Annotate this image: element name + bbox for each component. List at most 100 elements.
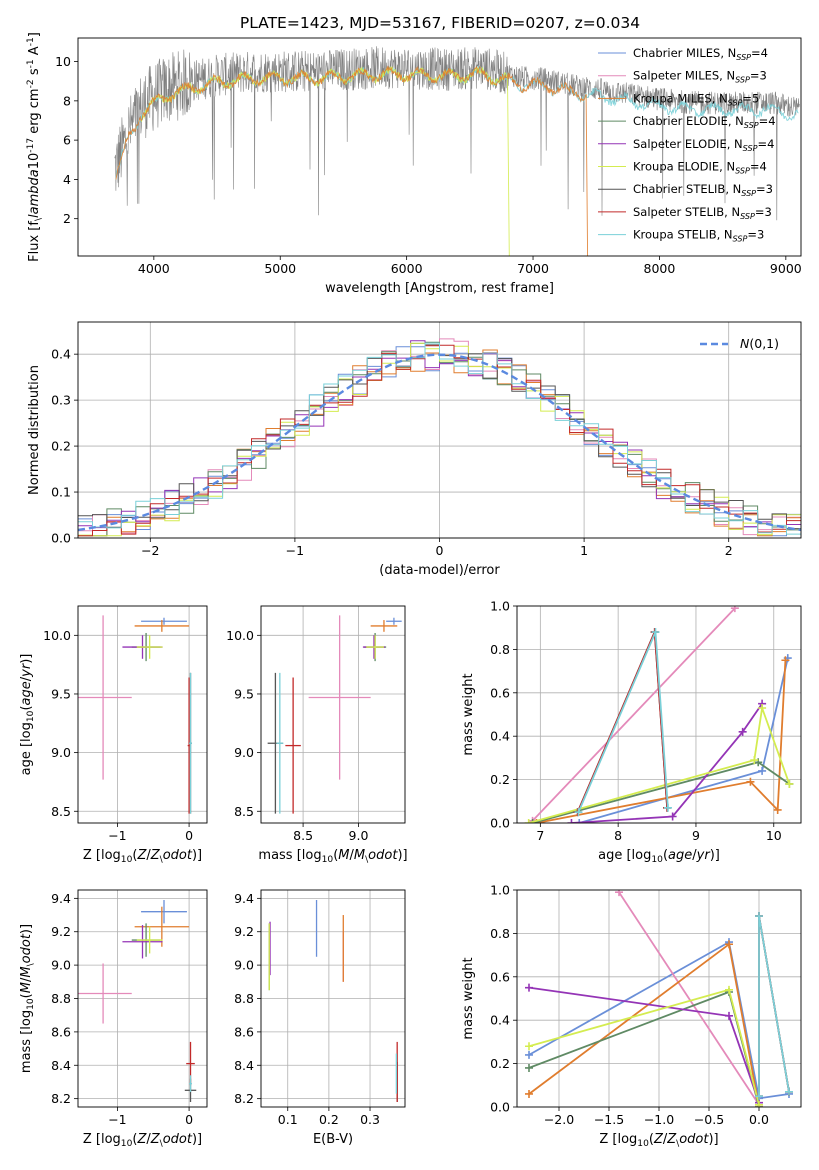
x-tick-label: −2.0 — [544, 1112, 574, 1127]
weight-line-salpeter-miles — [615, 890, 763, 1107]
y-tick-label: 8.4 — [51, 1058, 71, 1073]
residuals-plot-area — [78, 338, 801, 537]
y-tick-label: 10 — [55, 54, 71, 69]
errorbar-kroupa-stelib — [276, 672, 284, 814]
x-tick-label: 10 — [766, 828, 782, 843]
x-tick-label: 5000 — [264, 261, 296, 276]
data-point — [525, 1063, 533, 1072]
weight-line-kroupa-stelib — [574, 628, 672, 817]
axes-frame — [77, 321, 802, 539]
y-tick-label: 8 — [63, 93, 71, 108]
data-point — [738, 727, 747, 736]
data-point — [725, 985, 733, 994]
data-point — [525, 983, 533, 992]
legend-label: Kroupa STELIB, NSSP=3 — [633, 228, 764, 244]
data-point — [773, 805, 782, 814]
plot-area — [78, 900, 197, 1102]
data-point — [668, 812, 677, 821]
weight-line-chabrier-miles — [575, 654, 792, 823]
y-tick-label: 0.6 — [490, 969, 510, 984]
weight-line-kroupa-elodie — [524, 703, 794, 823]
x-tick-label: −1 — [108, 828, 126, 843]
y-tick-label: 10.0 — [43, 628, 71, 643]
series-line — [528, 942, 760, 1107]
weight-line-kroupa-miles — [532, 656, 790, 823]
y-axis-label: mass weight — [461, 957, 476, 1039]
data-point — [525, 1050, 533, 1059]
y-tick-label: 0.8 — [490, 926, 510, 941]
series-line — [531, 607, 736, 822]
errorbar-salpeter-miles — [308, 615, 371, 780]
data-point — [725, 1011, 733, 1020]
y-tick-label: 2 — [63, 211, 71, 226]
spectrum-legend: Chabrier MILES, NSSP=4 Salpeter MILES, NS… — [598, 46, 776, 244]
series-line — [536, 660, 787, 823]
age-vs-mass-panel: 8.5 9.0 8.5 9.0 9.5 10.0 mass [log10(M/M\odot)… — [226, 605, 408, 865]
plot-area — [268, 900, 398, 1102]
errorbar-salpeter-miles — [78, 615, 132, 780]
errorbar-kroupa-elodie — [136, 926, 163, 954]
series-line — [571, 703, 763, 823]
y-tick-label: 8.5 — [234, 804, 254, 819]
data-point — [746, 777, 755, 786]
x-tick-label: 9000 — [770, 261, 802, 276]
y-tick-label: 8.5 — [51, 804, 71, 819]
weight-line-chabrier-elodie — [525, 987, 763, 1107]
data-point — [755, 1092, 763, 1101]
x-tick-label: −1.0 — [644, 1112, 674, 1127]
y-tick-label: 8.6 — [234, 1024, 254, 1039]
errorbar-kroupa-miles — [134, 620, 190, 632]
data-point — [725, 940, 733, 949]
y-tick-label: 9.0 — [234, 745, 254, 760]
weight-line-kroupa-miles — [525, 940, 763, 1107]
y-axis-label: mass [log10(M/M\odot)] — [19, 924, 36, 1073]
legend-label: Kroupa MILES, NSSP=5 — [633, 91, 759, 107]
y-tick-label: 0.4 — [490, 1013, 510, 1028]
y-tick-label: 1.0 — [490, 883, 510, 898]
plot-area — [78, 615, 192, 814]
data-point — [730, 606, 739, 613]
y-tick-label: 9.0 — [51, 745, 71, 760]
data-point — [615, 890, 623, 897]
model-spectrum-kroupa-stelib — [115, 65, 799, 180]
model-spectrum-kroupa-miles — [115, 65, 589, 256]
axes-frame — [260, 889, 406, 1108]
data-point — [785, 1087, 793, 1096]
legend-label: Salpeter STELIB, NSSP=3 — [633, 205, 772, 221]
y-tick-label: 0.0 — [490, 816, 510, 831]
weight-line-kroupa-elodie — [525, 985, 763, 1107]
x-tick-label: 7 — [536, 828, 544, 843]
gaussian-curve — [78, 353, 801, 532]
errorbar-kroupa-elodie — [366, 635, 384, 659]
histogram-kroupa-stelib — [78, 342, 801, 535]
x-tick-label: 8000 — [644, 261, 676, 276]
data-point — [524, 819, 533, 823]
y-axis-label: mass weight — [461, 673, 476, 755]
x-tick-label: 0.2 — [319, 1112, 339, 1127]
data-point — [525, 1042, 533, 1051]
x-tick-label: 1 — [580, 543, 588, 558]
errorbar-salpeter-miles — [78, 963, 132, 1024]
age-vs-Z-panel: −1 0 8.5 9.0 9.5 10.0 Z [log10(Z/Z\odot)] age [… — [19, 605, 208, 865]
axes-frame — [260, 605, 406, 824]
y-tick-label: 8.8 — [234, 991, 254, 1006]
series-line — [758, 915, 790, 1097]
mass-vs-ebv-panel: 0.1 0.2 0.3 8.2 8.4 8.6 8.8 9.0 9.2 9.4 E(B-V) — [234, 889, 406, 1147]
x-tick-label: −1 — [286, 543, 304, 558]
y-tick-label: 8.4 — [234, 1058, 254, 1073]
x-axis-label: mass [log10(M/M\odot)] — [258, 848, 407, 865]
x-tick-label: 2 — [725, 543, 733, 558]
plot-area — [267, 615, 402, 814]
y-tick-label: 8.6 — [51, 1024, 71, 1039]
legend-label: N(0,1) — [740, 336, 779, 351]
x-tick-label: −2 — [141, 543, 159, 558]
axes-frame — [77, 889, 208, 1108]
y-tick-label: 9.2 — [51, 924, 71, 939]
data-point — [758, 766, 767, 775]
data-point — [651, 628, 660, 637]
series-line — [577, 631, 669, 813]
y-axis-label: Flux [f\lambda10-17 erg cm-2 s-1 A-1] — [26, 32, 44, 262]
y-tick-label: 0.4 — [490, 729, 510, 744]
x-tick-label: 0 — [436, 543, 444, 558]
y-tick-label: 9.4 — [51, 891, 71, 906]
